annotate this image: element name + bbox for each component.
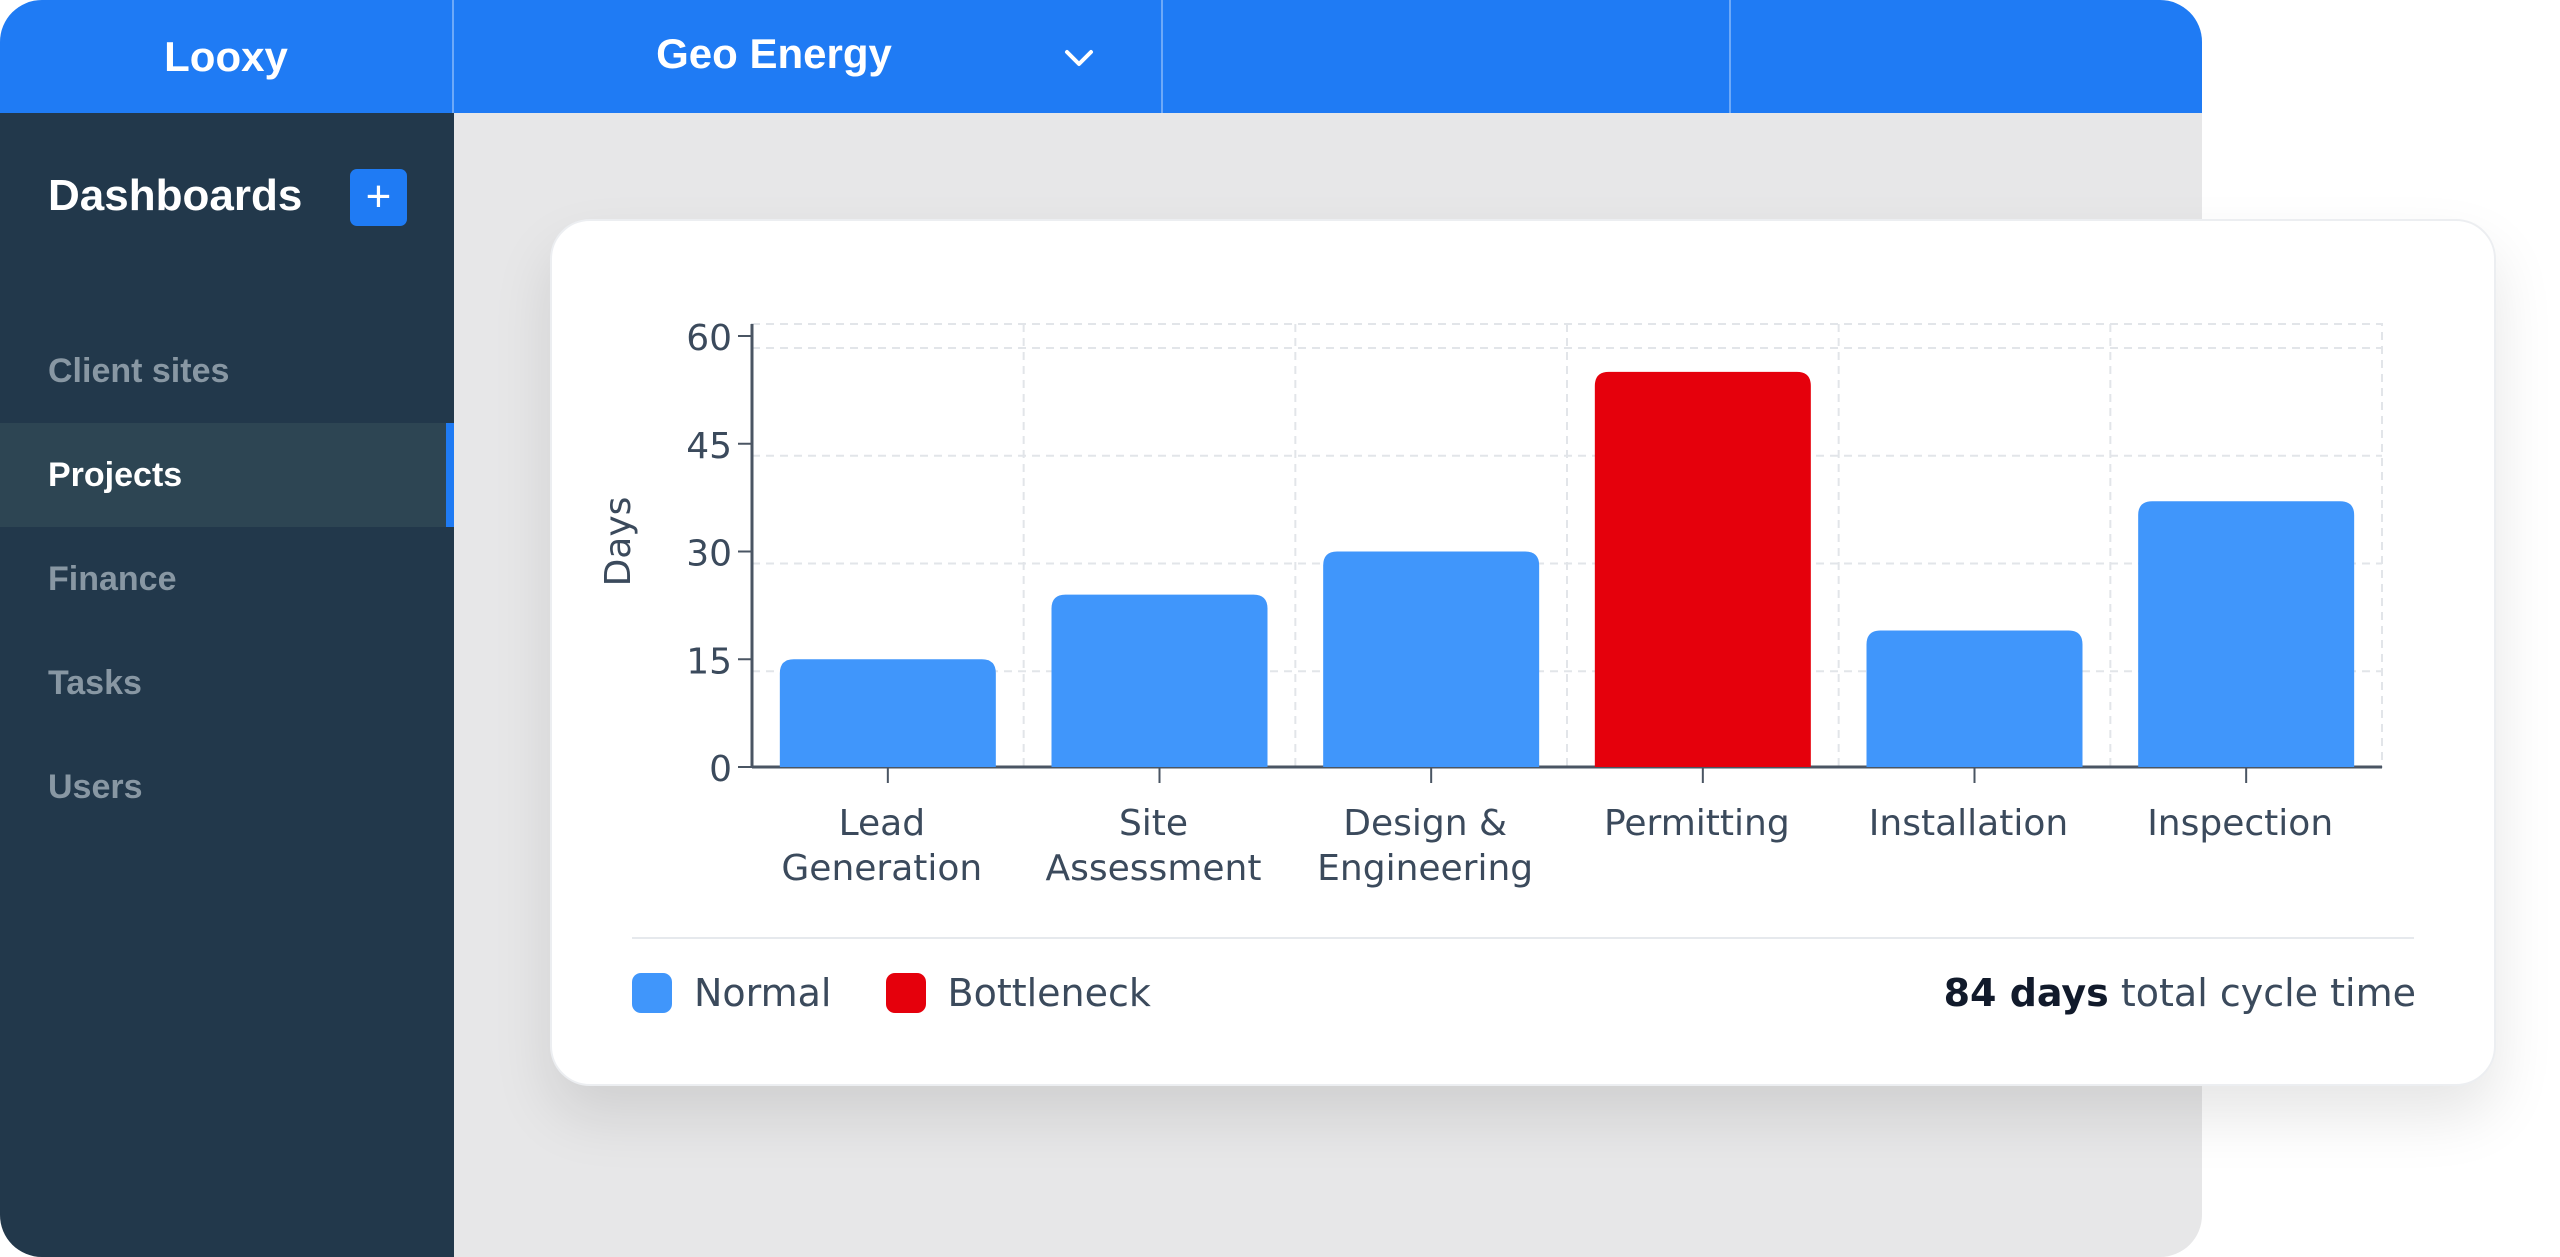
total-cycle-label: total cycle time: [2120, 971, 2416, 1015]
x-tick-label: Inspection: [2147, 803, 2333, 844]
sidebar-item-projects[interactable]: Projects: [0, 423, 454, 527]
project-selector[interactable]: Geo Energy: [454, 0, 1163, 113]
y-axis-label: Days: [598, 497, 639, 587]
legend-normal: Normal: [632, 971, 832, 1015]
sidebar-item-tasks[interactable]: Tasks: [48, 664, 142, 702]
total-cycle-time: 84 days total cycle time: [1944, 971, 2416, 1015]
topbar-section: [1731, 0, 2202, 113]
x-tick-label: Lead: [839, 803, 925, 844]
sidebar-item-users[interactable]: Users: [48, 768, 143, 806]
add-dashboard-button[interactable]: +: [350, 169, 407, 226]
legend-bottleneck: Bottleneck: [885, 971, 1151, 1015]
top-bar: Looxy Geo Energy: [0, 0, 2202, 113]
brand-logo[interactable]: Looxy: [0, 0, 454, 113]
bar: [1866, 630, 2083, 767]
y-tick-label: 30: [686, 534, 732, 575]
y-tick-label: 15: [686, 641, 732, 682]
bar: [2138, 501, 2355, 767]
legend-swatch-bottleneck: [885, 973, 926, 1013]
sidebar: Dashboards + Client sites Projects Finan…: [0, 113, 454, 1257]
total-cycle-value: 84 days: [1943, 971, 2109, 1015]
y-tick-label: 60: [686, 318, 732, 359]
bar: [1323, 551, 1540, 767]
chevron-down-icon: [1065, 50, 1093, 66]
chart-legend: Normal Bottleneck: [632, 971, 1205, 1015]
legend-label-normal: Normal: [694, 971, 832, 1015]
x-tick-label: Design &: [1343, 803, 1507, 844]
y-tick-label: 45: [686, 426, 732, 467]
bar: [1051, 594, 1268, 767]
cycle-time-card: 0 15 30 45 60 Lead Generation Site Assessment Des…: [550, 219, 2496, 1086]
legend-swatch-normal: [632, 973, 672, 1013]
project-name: Geo Energy: [656, 30, 892, 77]
divider: [632, 937, 2414, 939]
sidebar-item-finance[interactable]: Finance: [48, 560, 177, 598]
x-tick-label: Permitting: [1604, 803, 1790, 844]
x-tick-label: Assessment: [1046, 848, 1262, 889]
legend-label-bottleneck: Bottleneck: [947, 971, 1151, 1015]
topbar-section: [1163, 0, 1731, 113]
bar: [1594, 371, 1811, 767]
dashboards-heading: Dashboards: [48, 171, 303, 220]
bar: [779, 659, 996, 767]
plot-grid-frame: [751, 323, 2383, 768]
y-tick-label: 0: [709, 749, 732, 790]
sidebar-item-client-sites[interactable]: Client sites: [48, 352, 230, 390]
x-tick-label: Site: [1119, 803, 1188, 844]
x-tick-label: Generation: [781, 848, 982, 889]
x-tick-label: Installation: [1869, 803, 2068, 844]
x-tick-label: Engineering: [1317, 848, 1533, 889]
